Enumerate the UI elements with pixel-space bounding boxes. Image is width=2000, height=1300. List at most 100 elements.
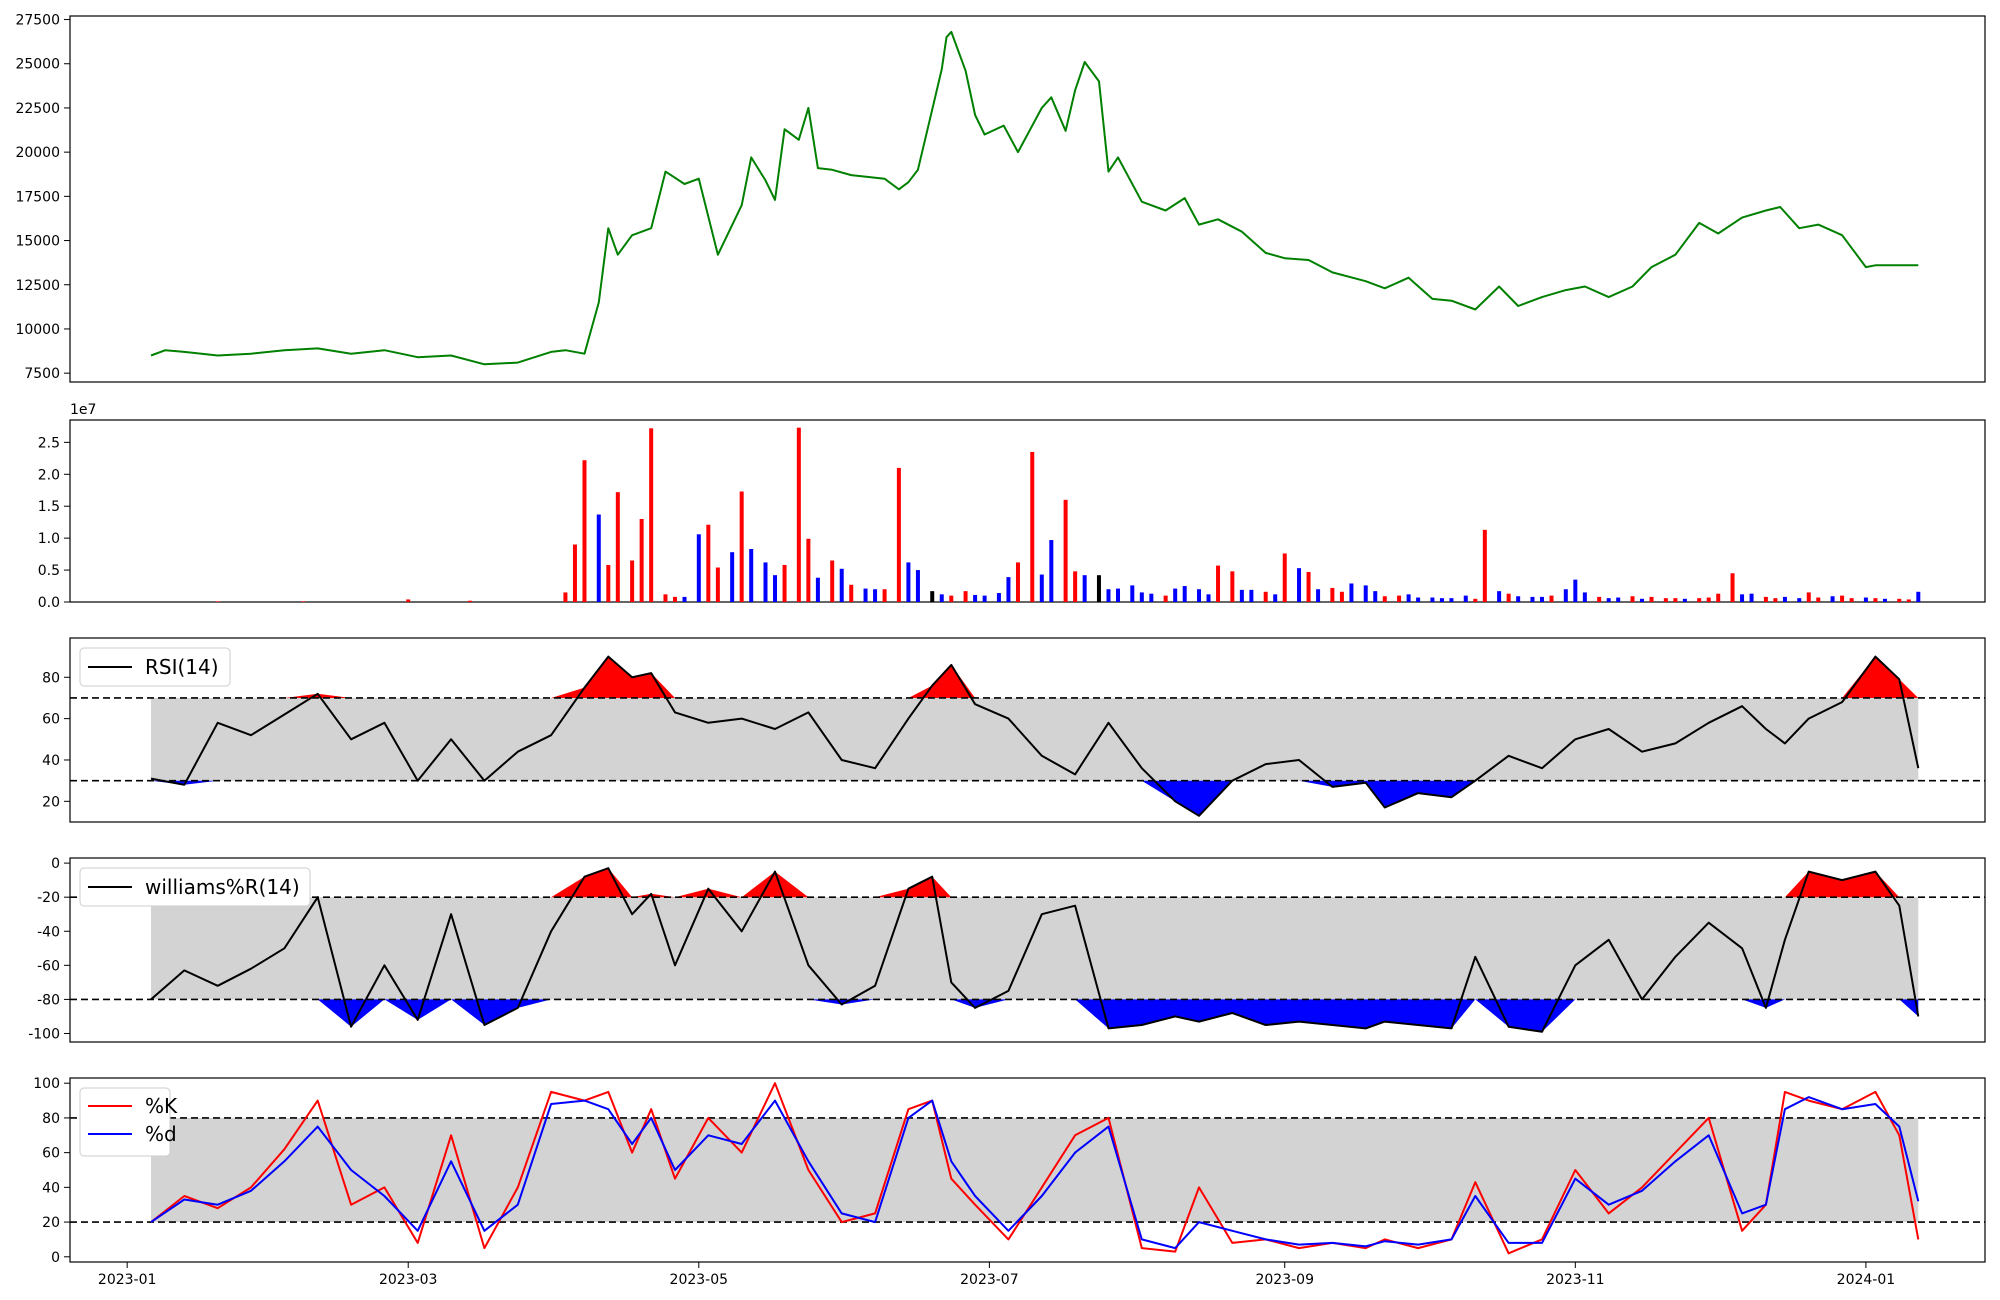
volume-bar xyxy=(1206,594,1211,602)
volume-bar xyxy=(1173,588,1178,602)
williams-oversold-fill xyxy=(151,999,1919,1032)
stochastic-ytick-label: 20 xyxy=(42,1215,60,1231)
stochastic-ytick-label: 60 xyxy=(42,1146,60,1162)
volume-bar xyxy=(1339,591,1344,602)
volume-bar xyxy=(1382,596,1387,602)
volume-bar xyxy=(1316,589,1321,602)
volume-bar xyxy=(873,589,878,602)
volume-ytick-label: 2.0 xyxy=(38,467,60,483)
volume-bar xyxy=(1840,595,1845,602)
volume-bar xyxy=(1263,591,1268,602)
volume-bar xyxy=(882,589,887,602)
volume-bar xyxy=(915,570,920,602)
volume-bar xyxy=(639,518,644,602)
volume-bar xyxy=(663,594,668,602)
volume-bar xyxy=(1430,597,1435,602)
volume-bar xyxy=(830,560,835,602)
stochastic-ytick-label: 80 xyxy=(42,1111,60,1127)
volume-bar xyxy=(1716,593,1721,602)
volume-bar xyxy=(1439,598,1444,602)
volume-bar xyxy=(1506,593,1511,602)
volume-bar xyxy=(572,544,577,602)
price-ytick-label: 25000 xyxy=(15,57,60,73)
volume-bar xyxy=(815,577,820,602)
volume-bar xyxy=(1473,598,1478,602)
volume-bar xyxy=(582,460,587,602)
volume-bar xyxy=(982,595,987,602)
volume-bar xyxy=(1673,598,1678,602)
volume-bar xyxy=(763,562,768,602)
volume-bar xyxy=(1497,591,1502,602)
volume-bar xyxy=(1582,592,1587,602)
volume-bar xyxy=(1830,596,1835,602)
volume-bar xyxy=(1916,591,1921,602)
price-ytick-label: 17500 xyxy=(15,189,60,205)
williams-legend-box xyxy=(79,867,311,907)
volume-bar xyxy=(406,599,411,602)
stochastic-ytick-label: 0 xyxy=(51,1250,60,1266)
volume-bar xyxy=(1416,597,1421,602)
volume-bar xyxy=(630,560,635,602)
volume-bar xyxy=(1249,589,1254,602)
x-tick-label: 2023-01 xyxy=(98,1272,157,1288)
volume-bar xyxy=(1363,585,1368,602)
stochastic-neutral-band xyxy=(150,1117,1919,1223)
volume-bar xyxy=(1773,598,1778,602)
volume-bar xyxy=(1749,593,1754,602)
volume-bar xyxy=(1740,594,1745,602)
volume-bar xyxy=(739,491,744,602)
williams-ytick-label: -60 xyxy=(37,958,60,974)
williams-legend-label: williams%R(14) xyxy=(145,875,300,899)
volume-bar xyxy=(215,601,220,602)
price-ytick-label: 27500 xyxy=(15,13,60,29)
volume-bar xyxy=(1006,577,1011,602)
volume-bar xyxy=(301,601,306,602)
volume-bar xyxy=(1873,598,1878,602)
volume-bar xyxy=(1682,598,1687,602)
volume-bar xyxy=(906,562,911,602)
volume-bar xyxy=(1640,598,1645,602)
volume-bar xyxy=(1297,568,1302,602)
williams-line xyxy=(150,867,1920,1033)
williams-ytick-label: 0 xyxy=(51,856,60,872)
volume-exponent-label: 1e7 xyxy=(70,402,96,418)
stochastic-legend-label: %d xyxy=(145,1122,177,1146)
stochastic-legend-label: %K xyxy=(145,1094,178,1118)
price-ytick-label: 22500 xyxy=(15,101,60,117)
volume-bar xyxy=(1130,585,1135,602)
volume-bar xyxy=(1649,596,1654,602)
x-tick-label: 2023-05 xyxy=(670,1272,729,1288)
volume-bar xyxy=(782,564,787,602)
volume-bar xyxy=(749,548,754,602)
rsi-legend-box xyxy=(79,647,231,687)
price-line xyxy=(150,30,1919,366)
volume-bar xyxy=(563,592,568,602)
volume-bar xyxy=(1706,597,1711,602)
volume-bar xyxy=(996,593,1001,602)
volume-panel-frame xyxy=(69,419,1986,603)
volume-bar xyxy=(1163,595,1168,602)
x-tick-label: 2023-07 xyxy=(960,1272,1019,1288)
volume-bar xyxy=(863,588,868,602)
x-tick-label: 2023-11 xyxy=(1546,1272,1605,1288)
volume-bar xyxy=(839,568,844,602)
volume-bar xyxy=(1573,579,1578,602)
volume-bar xyxy=(1797,598,1802,602)
volume-bar xyxy=(1549,595,1554,602)
volume-bar xyxy=(1816,597,1821,602)
volume-bar xyxy=(1182,586,1187,602)
rsi-ytick-label: 80 xyxy=(42,670,60,686)
williams-overbought-fill xyxy=(151,868,1919,898)
volume-bar xyxy=(1239,589,1244,602)
williams-ytick-label: -100 xyxy=(28,1026,60,1042)
price-ytick-label: 20000 xyxy=(15,145,60,161)
volume-bar xyxy=(696,534,701,602)
volume-bar xyxy=(1763,596,1768,602)
volume-bar xyxy=(1116,588,1121,602)
volume-bar xyxy=(706,524,711,602)
volume-bar xyxy=(1196,589,1201,602)
x-tick-label: 2023-09 xyxy=(1255,1272,1314,1288)
volume-bar xyxy=(730,552,735,602)
rsi-panel-frame xyxy=(69,637,1986,823)
